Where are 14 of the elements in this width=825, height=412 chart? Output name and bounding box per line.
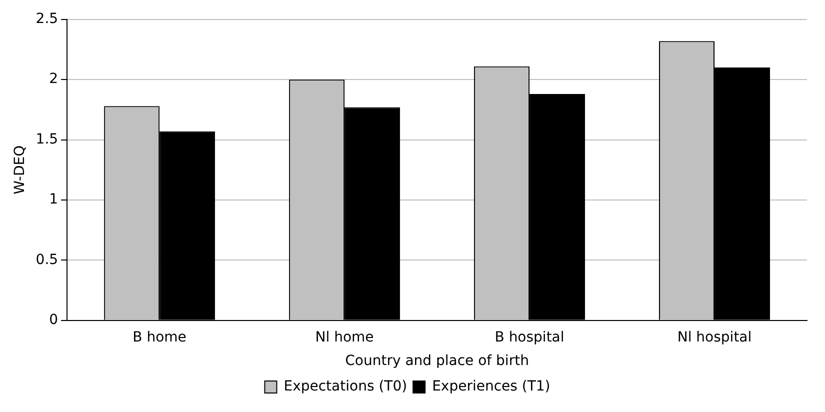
- y-axis-title: W-DEQ: [12, 145, 28, 194]
- y-tick-label: 0.5: [36, 252, 58, 268]
- y-tick-label: 1.5: [36, 131, 58, 148]
- legend-label: Experiences (T1): [432, 378, 550, 395]
- x-tick-label: Nl hospital: [677, 329, 752, 346]
- y-tick-label: 2.5: [36, 11, 58, 28]
- y-tick-label: 1: [49, 192, 58, 208]
- y-tick-label: 0: [49, 312, 58, 328]
- x-axis-title: Country and place of birth: [345, 353, 529, 370]
- x-tick-label: B home: [132, 329, 186, 346]
- y-tick-label: 2: [49, 71, 58, 88]
- x-tick-label: B hospital: [494, 329, 564, 346]
- legend-label: Expectations (T0): [284, 378, 408, 395]
- x-tick-label: Nl home: [315, 329, 374, 346]
